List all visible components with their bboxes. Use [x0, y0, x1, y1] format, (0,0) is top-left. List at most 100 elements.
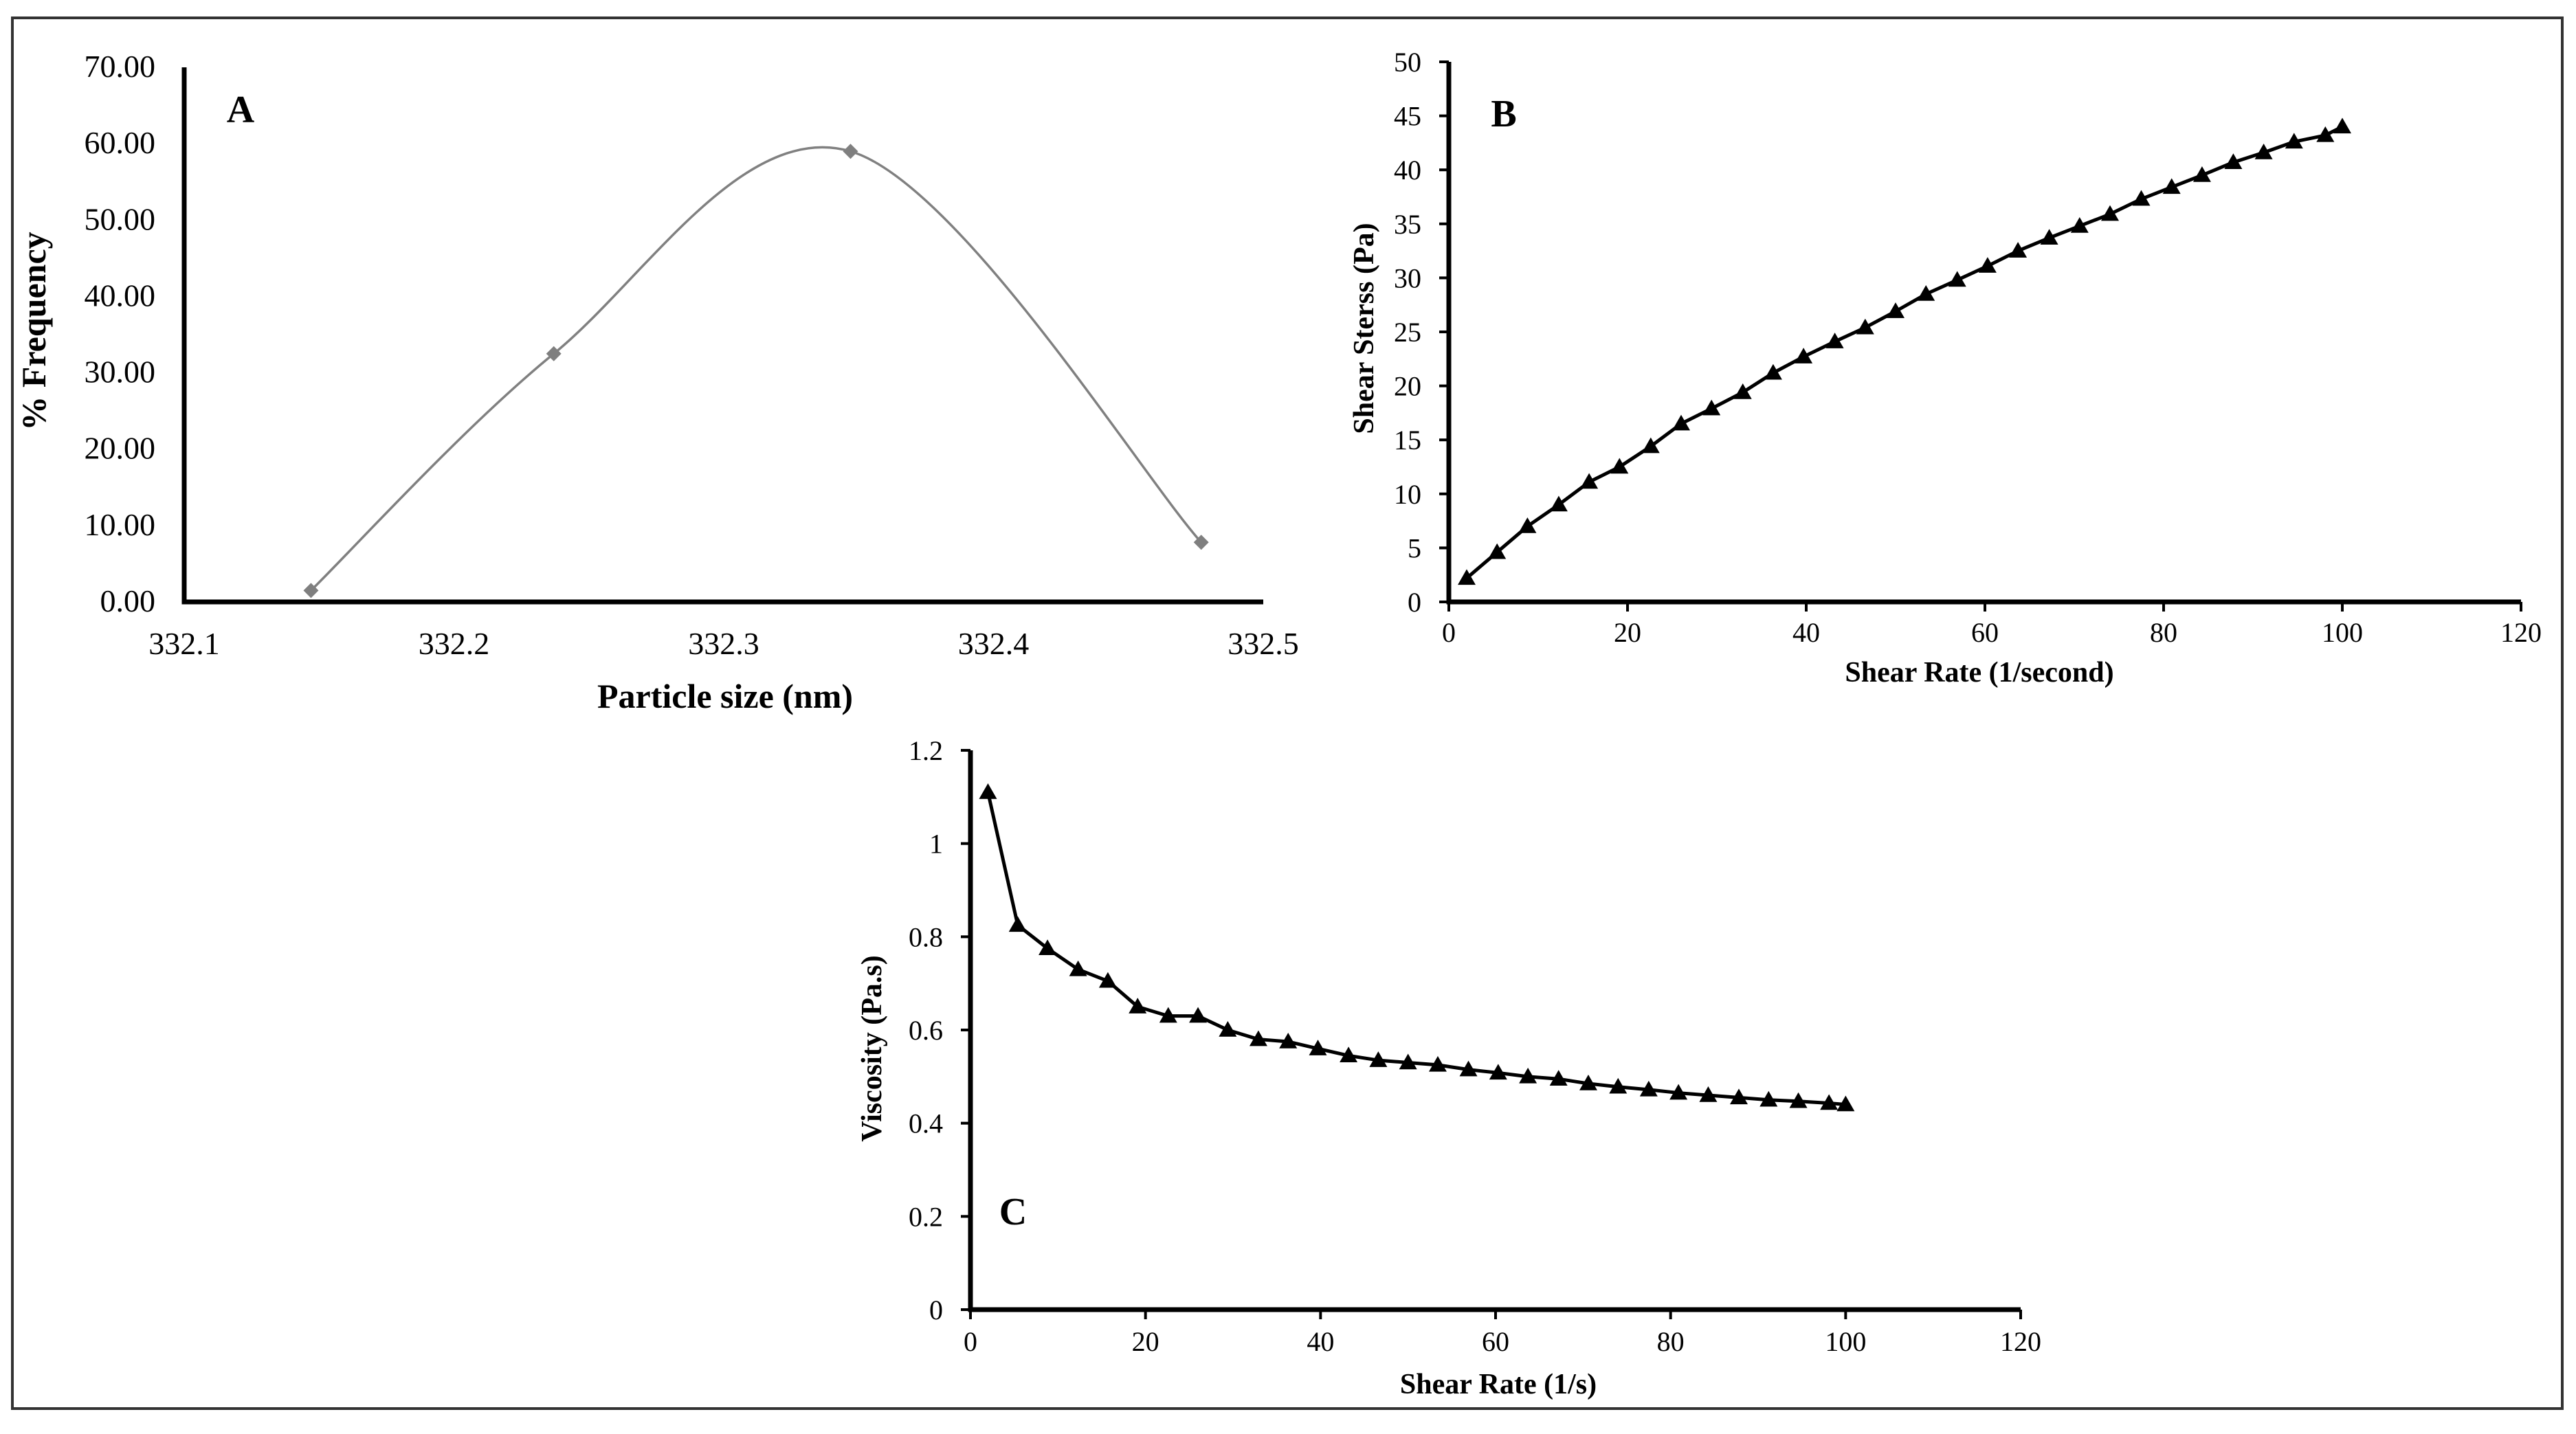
chart-c-data-point: [979, 783, 997, 799]
chart-c-data-point: [1579, 1075, 1597, 1090]
chart-c-x-tick-label: 0: [964, 1326, 977, 1357]
chart-c-data-point: [1759, 1090, 1778, 1107]
chart-b-data-point: [1580, 473, 1599, 489]
chart-c-y-tick-label: 0.8: [909, 921, 943, 952]
chart-a-x-tick-label: 332.4: [958, 626, 1030, 661]
chart-c-data-point: [1549, 1070, 1568, 1086]
chart-b-x-tick-label: 60: [1971, 617, 1999, 648]
chart-b-x-tick-label: 100: [2322, 617, 2363, 648]
chart-c-y-tick-label: 0: [929, 1295, 943, 1325]
chart-c-panel-label: C: [999, 1191, 1027, 1233]
chart-c-y-tick-label: 0.6: [909, 1015, 943, 1046]
chart-a-y-tick-label: 70.00: [85, 49, 156, 84]
chart-b-y-tick-label: 10: [1394, 479, 1421, 510]
chart-c-x-axis-label: Shear Rate (1/s): [1400, 1369, 1597, 1400]
chart-c-data-point: [1489, 1064, 1507, 1080]
chart-b-y-tick-label: 40: [1394, 155, 1421, 186]
chart-b-data-point: [1795, 348, 1813, 363]
chart-b-y-tick-label: 50: [1394, 47, 1421, 78]
chart-a-x-tick-label: 332.3: [688, 626, 759, 661]
chart-b-data-point: [2101, 205, 2119, 221]
chart-c-data-point: [1669, 1084, 1688, 1100]
chart-b-data-point: [1702, 399, 1721, 416]
chart-b-data-point: [1825, 333, 1844, 348]
chart-a-x-axis-label: Particle size (nm): [597, 677, 853, 715]
chart-b-y-tick-label: 45: [1394, 101, 1421, 132]
chart-c-data-point: [1459, 1060, 1478, 1077]
chart-c-y-tick-label: 1: [929, 829, 943, 860]
chart-b-data-point: [1948, 271, 1966, 287]
chart-b-x-tick-label: 40: [1792, 617, 1820, 648]
chart-c-data-point: [1369, 1051, 1388, 1067]
chart-a-y-tick-label: 10.00: [85, 507, 156, 542]
chart-b-data-point: [2132, 190, 2151, 206]
chart-c: Shear Rate (1/s) Viscosity (Pa.s) C 0 0.2…: [856, 735, 2041, 1400]
chart-a-x-tick-label: 332.2: [419, 626, 490, 661]
chart-b-data-point: [2040, 229, 2058, 245]
chart-a-y-tick-label: 0.00: [100, 583, 156, 618]
chart-b-data-point: [1641, 437, 1660, 453]
chart-b-y-tick-label: 30: [1394, 262, 1421, 293]
chart-b-data-point: [1856, 318, 1874, 335]
chart-b-data-point: [2162, 178, 2181, 194]
chart-b-x-tick-label: 20: [1614, 617, 1641, 648]
chart-c-x-tick-label: 20: [1132, 1326, 1159, 1357]
chart-a-data-point: [546, 346, 562, 361]
chart-b-y-tick-label: 15: [1394, 425, 1421, 456]
chart-b-data-point: [2285, 133, 2303, 149]
chart-c-data-point: [1340, 1046, 1358, 1063]
chart-b-y-tick-label: 35: [1394, 209, 1421, 240]
chart-b-data-point: [1458, 569, 1476, 585]
chart-c-x-tick-label: 60: [1482, 1326, 1509, 1357]
chart-b-data-point: [2070, 216, 2089, 233]
chart-b-y-tick-label: 0: [1408, 587, 1421, 618]
figure-border: [11, 16, 2564, 1410]
chart-a-y-tick-label: 30.00: [85, 355, 156, 390]
chart-b-data-point: [2254, 144, 2273, 159]
chart-c-x-tick-label: 80: [1657, 1326, 1685, 1357]
chart-c-data-point: [1699, 1086, 1718, 1102]
chart-c-data-point: [1519, 1067, 1537, 1084]
chart-b-panel-label: B: [1491, 93, 1516, 135]
chart-b-data-point: [1518, 517, 1537, 533]
chart-c-data-point: [1836, 1095, 1855, 1112]
chart-a-y-tick-label: 60.00: [85, 125, 156, 160]
chart-a-y-tick-label: 50.00: [85, 201, 156, 236]
chart-b-data-point: [2009, 242, 2028, 258]
chart-c-data-point: [1399, 1053, 1417, 1070]
chart-c-data-point: [1069, 960, 1087, 976]
chart-a-x-tick-label: 332.5: [1228, 626, 1299, 661]
chart-c-data-point: [1609, 1077, 1628, 1094]
chart-b-data-point: [1610, 458, 1629, 474]
chart-c-x-tick-label: 100: [1825, 1326, 1866, 1357]
chart-a-data-point: [303, 583, 319, 598]
chart-b-y-tick-label: 20: [1394, 371, 1421, 402]
chart-b-data-point: [1978, 257, 1997, 273]
chart-a-y-tick-label: 20.00: [85, 431, 156, 466]
chart-c-data-point: [1789, 1092, 1808, 1108]
chart-b-x-tick-label: 0: [1442, 617, 1456, 648]
chart-b-y-tick-label: 5: [1408, 533, 1421, 563]
chart-a-y-tick-label: 40.00: [85, 278, 156, 313]
chart-c-data-point: [1428, 1055, 1447, 1072]
chart-c-data-point: [1189, 1007, 1208, 1023]
chart-c-series-line: [986, 792, 1846, 1107]
chart-c-data-point: [1159, 1007, 1177, 1023]
chart-c-data-point: [1098, 972, 1117, 988]
chart-b-data-point: [2333, 117, 2351, 134]
chart-c-y-tick-label: 0.4: [909, 1108, 943, 1139]
chart-a-data-point: [1193, 535, 1209, 550]
chart-b-data-point: [1887, 302, 1905, 318]
chart-b-y-tick-label: 25: [1394, 317, 1421, 348]
chart-b-series-line: [1465, 125, 2344, 580]
chart-b-x-tick-label: 80: [2150, 617, 2177, 648]
chart-c-data-point: [1309, 1040, 1327, 1055]
chart-b-data-point: [1733, 383, 1752, 399]
chart-b-data-point: [1488, 543, 1507, 559]
chart-b: Shear Rate (1/second) Shear Sterss (Pa) …: [1348, 47, 2542, 688]
chart-a-x-tick-label: 332.1: [148, 626, 220, 661]
chart-c-y-tick-label: 0.2: [909, 1201, 943, 1232]
chart-c-data-point: [1279, 1032, 1298, 1049]
